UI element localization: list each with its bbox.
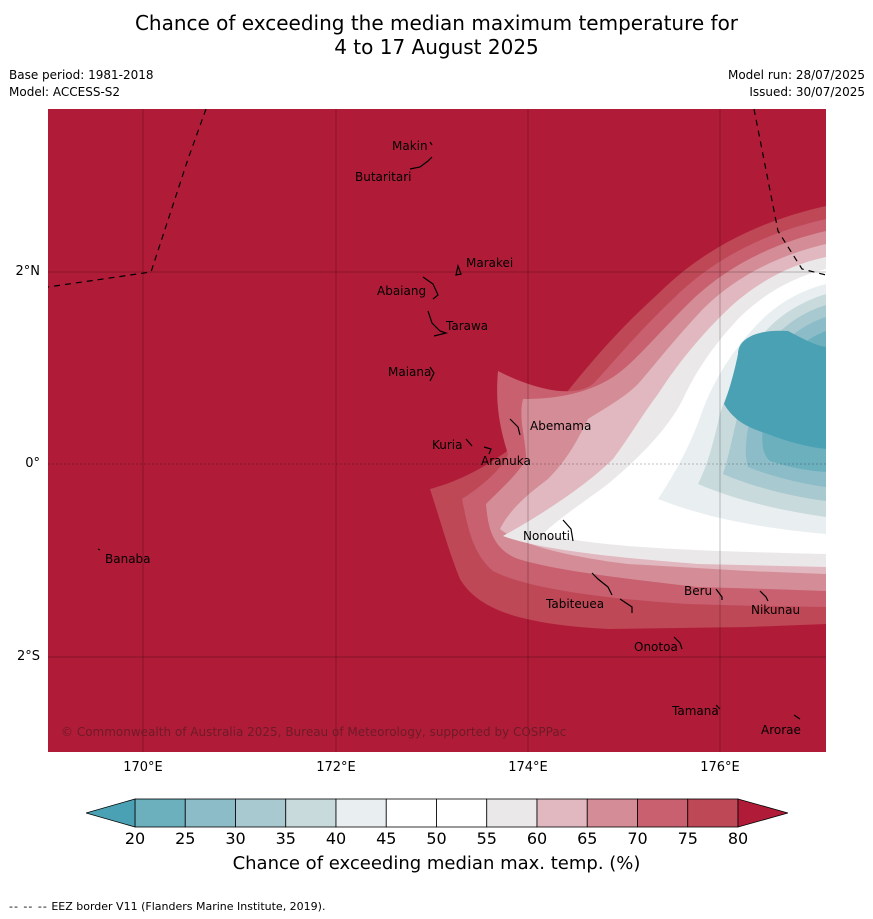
place-abaiang: Abaiang <box>377 284 426 298</box>
colorbar-label-45: 45 <box>376 829 397 848</box>
colorbar-label-60: 60 <box>526 829 548 848</box>
lon-label-174e: 174°E <box>508 760 548 775</box>
map-title: Chance of exceeding the median maximum t… <box>0 11 873 59</box>
place-beru: Beru <box>684 584 712 598</box>
contour-band-below-20 <box>724 330 826 449</box>
place-makin: Makin <box>392 139 428 153</box>
colorbar-label-65: 65 <box>577 829 598 848</box>
island-outlines <box>97 141 801 720</box>
lat-label-2s: 2°S <box>16 649 40 664</box>
lat-label-0: 0° <box>25 456 40 471</box>
title-line-2: 4 to 17 August 2025 <box>334 35 539 59</box>
colorbar-cell-40-45 <box>335 798 387 828</box>
colorbar-cell-70-75 <box>637 798 689 828</box>
colorbar-label-75: 75 <box>677 829 698 848</box>
colorbar-cell-20-25 <box>134 798 186 828</box>
place-arorae: Arorae <box>761 723 801 737</box>
lat-label-2n: 2°N <box>15 264 41 279</box>
colorbar-cell-35-40 <box>285 798 337 828</box>
colorbar-label-25: 25 <box>175 829 196 848</box>
meta-right: Model run: 28/07/2025 Issued: 30/07/2025 <box>728 67 865 101</box>
place-aranuka: Aranuka <box>481 454 531 468</box>
colorbar-cell-75-80 <box>687 798 739 828</box>
place-marakei: Marakei <box>466 256 513 270</box>
place-nonouti: Nonouti <box>523 529 570 543</box>
colorbar-label-40: 40 <box>325 829 347 848</box>
colorbar-label-30: 30 <box>225 829 246 848</box>
place-abemama: Abemama <box>530 419 591 433</box>
forecast-map: Makin Butaritari Marakei Abaiang Tarawa … <box>48 109 826 752</box>
place-banaba: Banaba <box>105 552 151 566</box>
place-maiana: Maiana <box>388 365 431 379</box>
copyright-text: © Commonwealth of Australia 2025, Bureau… <box>61 725 566 739</box>
colorbar-cell-30-35 <box>235 798 287 828</box>
place-onotoa: Onotoa <box>634 640 678 654</box>
colorbar-cell-65-70 <box>586 798 638 828</box>
colorbar-cell-55-60 <box>486 798 538 828</box>
colorbar-label-80: 80 <box>727 829 749 848</box>
colorbar-label-35: 35 <box>275 829 296 848</box>
colorbar-right-arrow <box>737 798 788 828</box>
footnote-text: EEZ border V11 (Flanders Marine Institut… <box>51 900 326 913</box>
colorbar-cell-25-30 <box>184 798 236 828</box>
colorbar-label-50: 50 <box>426 829 447 848</box>
lon-label-172e: 172°E <box>316 760 356 775</box>
colorbar <box>86 798 788 828</box>
place-tamana: Tamana <box>671 704 719 718</box>
colorbar-label-55: 55 <box>476 829 497 848</box>
place-nikunau: Nikunau <box>751 603 800 617</box>
place-butaritari: Butaritari <box>355 170 412 184</box>
colorbar-label-20: 20 <box>124 829 146 848</box>
eez-border <box>48 109 826 288</box>
gridlines <box>48 109 826 752</box>
lon-label-170e: 170°E <box>123 760 163 775</box>
colorbar-cell-60-65 <box>536 798 588 828</box>
colorbar-label-70: 70 <box>627 829 648 848</box>
lon-label-176e: 176°E <box>700 760 740 775</box>
place-tabiteuea: Tabiteuea <box>545 597 604 611</box>
place-tarawa: Tarawa <box>445 319 488 333</box>
base-period-text: Base period: 1981-2018 <box>9 68 154 82</box>
footnote: -- -- -- EEZ border V11 (Flanders Marine… <box>9 900 325 913</box>
meta-left: Base period: 1981-2018 Model: ACCESS-S2 <box>9 67 154 101</box>
model-run-text: Model run: 28/07/2025 <box>727 68 865 82</box>
colorbar-cell-45-50 <box>385 798 437 828</box>
place-kuria: Kuria <box>432 438 463 452</box>
title-line-1: Chance of exceeding the median maximum t… <box>134 11 739 35</box>
colorbar-left-arrow <box>86 798 136 828</box>
issued-text: Issued: 30/07/2025 <box>749 85 865 99</box>
eez-legend-dashes: -- -- -- <box>9 900 48 913</box>
colorbar-title: Chance of exceeding median max. temp. (%… <box>232 853 641 874</box>
colorbar-cell-50-55 <box>436 798 488 828</box>
model-text: Model: ACCESS-S2 <box>9 85 121 99</box>
